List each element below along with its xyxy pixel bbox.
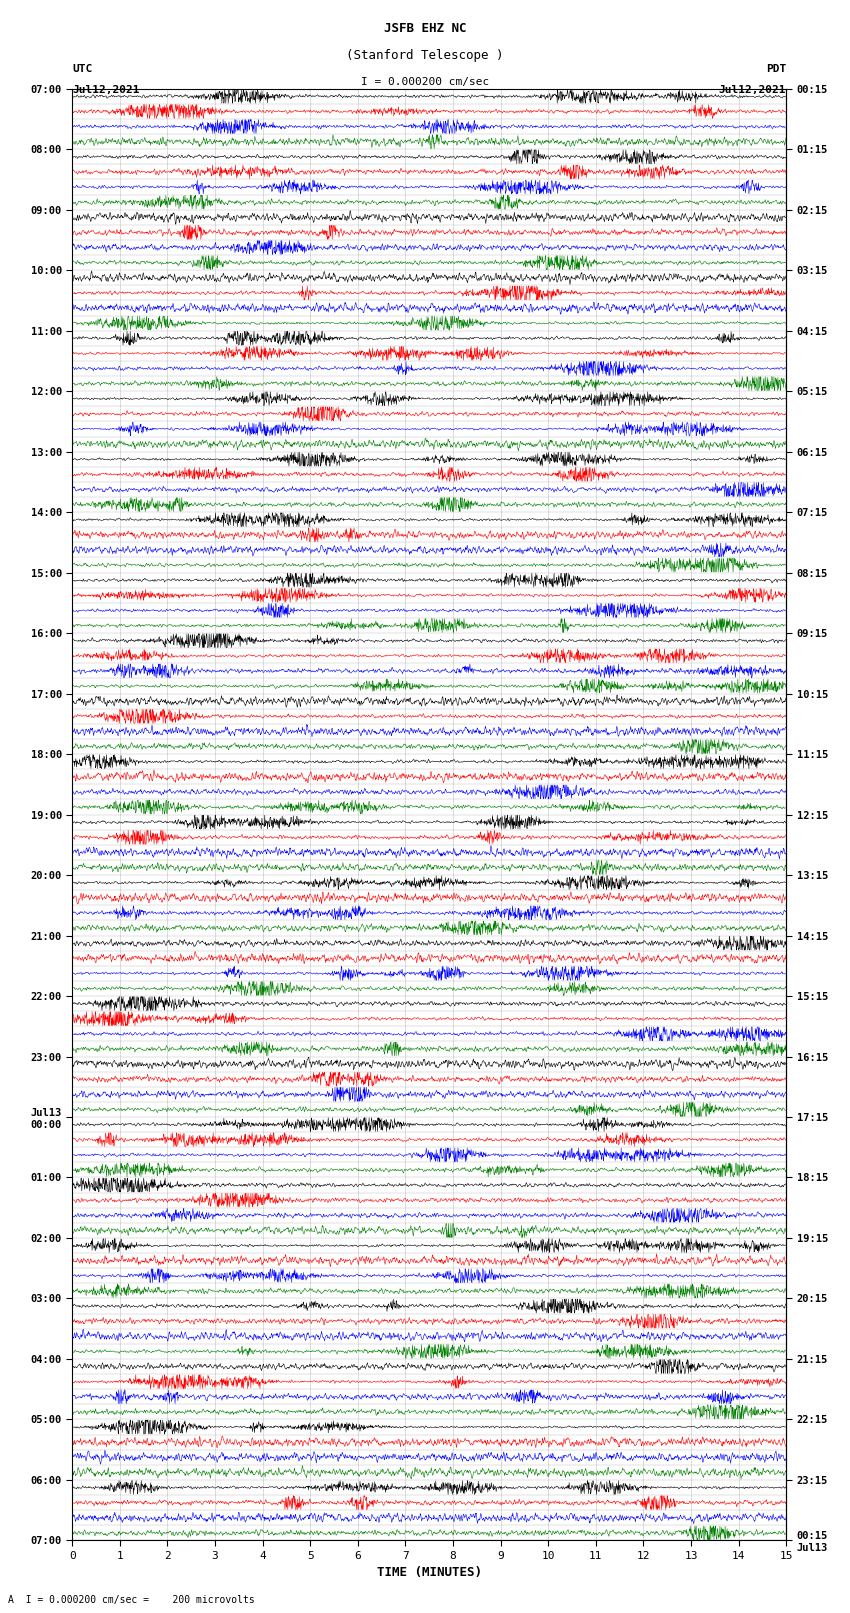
- Text: Jul12,2021: Jul12,2021: [72, 85, 139, 95]
- Text: JSFB EHZ NC: JSFB EHZ NC: [383, 23, 467, 35]
- Text: A  I = 0.000200 cm/sec =    200 microvolts: A I = 0.000200 cm/sec = 200 microvolts: [8, 1595, 255, 1605]
- Text: (Stanford Telescope ): (Stanford Telescope ): [346, 48, 504, 61]
- Text: UTC: UTC: [72, 65, 93, 74]
- Text: I = 0.000200 cm/sec: I = 0.000200 cm/sec: [361, 77, 489, 87]
- Text: PDT: PDT: [766, 65, 786, 74]
- Text: Jul12,2021: Jul12,2021: [719, 85, 786, 95]
- X-axis label: TIME (MINUTES): TIME (MINUTES): [377, 1566, 482, 1579]
